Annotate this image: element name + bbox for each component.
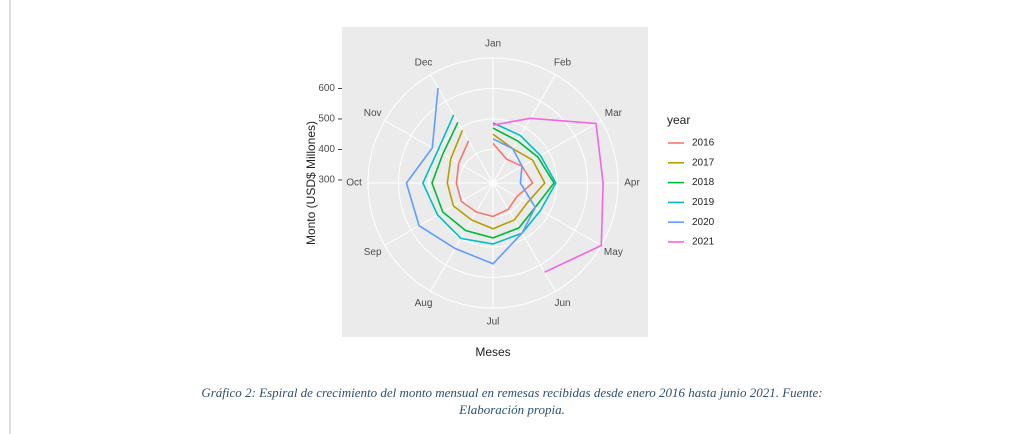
x-tick-label: Apr: [624, 178, 640, 189]
series-line: [422, 114, 557, 245]
y-tick-label: 600: [318, 83, 335, 94]
caption-line2: Elaboración propia.: [458, 402, 565, 417]
series-line: [455, 140, 534, 218]
caption-line1: Gráfico 2: Espiral de crecimiento del mo…: [201, 385, 822, 400]
x-tick-label: Sep: [364, 247, 382, 258]
x-tick-label: Jul: [487, 317, 500, 328]
x-tick-label: Jan: [485, 39, 501, 50]
series-line: [405, 87, 537, 265]
legend-label: 2021: [692, 237, 715, 248]
spoke: [430, 74, 494, 184]
x-tick-label: Oct: [346, 178, 362, 189]
y-tick-label: 500: [318, 114, 335, 125]
spoke: [492, 182, 602, 246]
spoke: [492, 182, 556, 292]
y-axis-label: Monto (USD$ Millones): [304, 121, 318, 245]
legend-label: 2017: [692, 157, 715, 168]
x-tick-label: Feb: [554, 57, 572, 68]
x-tick-label: Aug: [415, 298, 433, 309]
caption-number: 2: [245, 385, 252, 400]
spoke: [430, 182, 494, 292]
series-line: [492, 117, 604, 273]
x-tick-label: Jun: [554, 298, 570, 309]
legend-label: 2018: [692, 177, 715, 188]
legend-label: 2019: [692, 197, 715, 208]
x-axis-label: Meses: [475, 345, 510, 359]
x-tick-label: Mar: [605, 108, 623, 119]
spoke: [492, 74, 556, 184]
spoke: [384, 182, 494, 246]
caption-prefix: Gráfico: [201, 385, 245, 400]
spoke: [384, 120, 494, 184]
caption-text: : Espiral de crecimiento del monto mensu…: [252, 385, 823, 400]
legend-label: 2016: [692, 138, 715, 149]
x-tick-label: Dec: [415, 57, 433, 68]
legend-label: 2020: [692, 217, 715, 228]
series-line: [446, 129, 546, 230]
legend-title: year: [667, 113, 690, 127]
spoke: [492, 120, 602, 184]
y-tick-label: 400: [318, 144, 335, 155]
x-tick-label: Nov: [364, 108, 382, 119]
y-tick-label: 300: [318, 175, 335, 186]
x-tick-label: May: [604, 247, 623, 258]
series-line: [431, 121, 555, 239]
